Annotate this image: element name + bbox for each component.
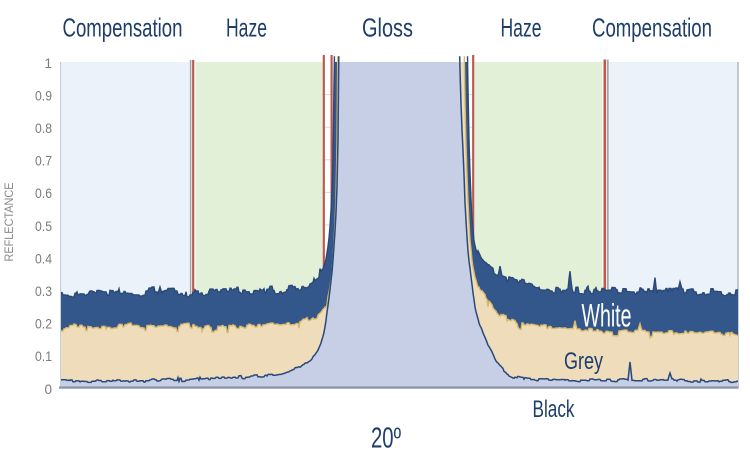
svg-text:0.3: 0.3 [35, 284, 52, 299]
svg-text:REFLECTANCE: REFLECTANCE [4, 182, 16, 261]
svg-text:Compensation: Compensation [592, 13, 712, 43]
svg-text:Black: Black [533, 396, 576, 423]
svg-text:Haze: Haze [501, 13, 542, 43]
svg-text:1: 1 [44, 56, 52, 71]
svg-text:0: 0 [44, 382, 52, 397]
svg-text:0.1: 0.1 [35, 349, 52, 364]
svg-text:0.2: 0.2 [35, 317, 52, 332]
svg-text:White: White [582, 298, 632, 334]
svg-text:0.8: 0.8 [35, 121, 52, 136]
svg-text:0.7: 0.7 [35, 154, 52, 169]
svg-text:0.4: 0.4 [35, 251, 52, 266]
svg-text:0.6: 0.6 [35, 186, 52, 201]
svg-text:0.5: 0.5 [35, 219, 52, 234]
svg-text:Grey: Grey [564, 348, 604, 375]
svg-text:Haze: Haze [226, 13, 267, 43]
svg-text:20º: 20º [371, 423, 401, 455]
svg-text:Compensation: Compensation [63, 13, 183, 43]
svg-text:0.9: 0.9 [35, 88, 52, 103]
svg-text:Gloss: Gloss [362, 13, 413, 43]
